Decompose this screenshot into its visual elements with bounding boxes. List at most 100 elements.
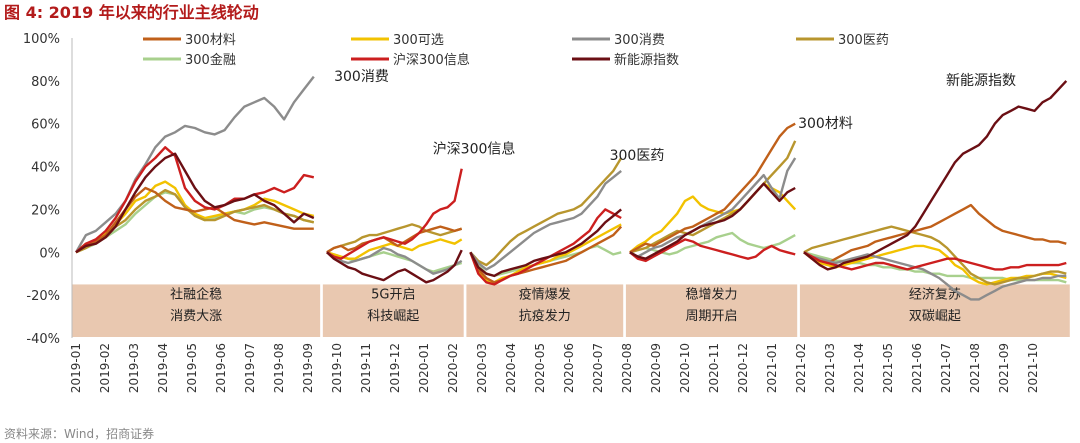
annotation-label-0: 300消费 [334,69,389,85]
y-tick-label: 60% [31,118,60,133]
x-tick-label: 2021-08 [968,343,982,393]
series-line-新能源指数-seg4 [803,80,1068,271]
x-tick-label: 2019-05 [185,343,199,393]
x-tick-label: 2019-08 [272,343,286,393]
x-tick-label: 2019-04 [156,343,170,393]
series-line-300消费-seg0 [74,75,315,253]
series-line-300可选-seg3 [629,182,797,254]
series-line-300消费-seg2 [469,169,622,271]
series-line-沪深300信息-seg1 [326,168,463,260]
series-line-沪深300信息-seg3 [629,238,796,263]
x-tick-label: 2019-06 [214,343,228,393]
x-tick-label: 2019-10 [330,343,344,393]
x-tick-label: 2020-03 [475,343,489,393]
phase-label-bottom-2: 抗疫发力 [519,308,571,324]
series-line-300医药-seg4 [803,225,1067,286]
x-tick-label: 2021-01 [765,343,779,393]
legend-label-3: 300医药 [838,33,889,48]
phase-label-top-2: 疫情爆发 [519,286,571,302]
x-tick-label: 2019-02 [98,343,112,393]
series-lines [74,75,1068,301]
phase-band-3 [625,284,798,337]
y-tick-label: 0% [39,246,60,261]
x-tick-label: 2020-09 [649,343,663,393]
x-tick-label: 2021-09 [997,343,1011,393]
y-tick-label: 20% [31,203,60,218]
series-line-300医药-seg2 [469,157,623,267]
x-tick-label: 2021-10 [1026,343,1040,393]
x-tick-label: 2020-06 [562,343,576,393]
x-tick-label: 2021-04 [852,343,866,393]
phase-label-top-3: 稳增发力 [686,286,738,302]
series-line-300可选-seg2 [469,223,622,284]
x-tick-label: 2019-03 [127,343,141,393]
y-tick-label: 80% [31,75,60,90]
chart-title: 图 4: 2019 年以来的行业主线轮动 [4,3,259,22]
x-tick-label: 2020-04 [504,343,518,393]
x-tick-label: 2021-02 [794,343,808,393]
source-note: 资料来源：Wind，招商证券 [4,426,154,441]
y-tick-label: -20% [26,289,60,304]
x-tick-label: 2020-12 [736,343,750,393]
y-axis: 100% 80% 60% 40% 20% 0% -20% -40% [23,32,73,347]
x-axis: 2019-01 2019-02 2019-03 2019-04 2019-05 2019-… [69,343,1040,393]
series-line-300材料-seg3 [629,122,796,254]
phase-band-4 [799,284,1070,337]
series-line-300材料-seg2 [469,225,623,284]
series-line-300医药-seg1 [326,223,463,254]
x-tick-label: 2020-05 [533,343,547,393]
series-line-新能源指数-seg1 [326,249,463,284]
series-line-300材料-seg0 [75,186,314,254]
series-line-沪深300信息-seg4 [803,251,1067,271]
x-tick-label: 2020-08 [620,343,634,393]
phase-band-0 [72,284,321,337]
y-tick-label: 40% [31,161,60,176]
legend-label-4: 300金融 [185,52,236,68]
x-tick-label: 2019-09 [301,343,315,393]
phase-label-bottom-1: 科技崛起 [367,309,419,324]
y-tick-label: 100% [23,32,60,47]
phase-label-top-4: 经济复苏 [909,286,961,302]
legend-label-5: 沪深300信息 [393,52,470,68]
series-line-300消费-seg3 [629,157,797,258]
phase-band-1 [322,284,464,337]
series-line-300消费-seg1 [326,246,463,275]
phase-label-top-1: 5G开启 [371,287,415,302]
x-tick-label: 2021-07 [939,343,953,393]
legend-label-6: 新能源指数 [614,52,679,68]
x-tick-label: 2019-12 [388,343,402,393]
x-tick-label: 2021-03 [823,343,837,393]
x-tick-label: 2020-01 [417,343,431,393]
y-tick-label: -40% [26,332,60,347]
x-tick-label: 2020-10 [678,343,692,393]
x-tick-label: 2020-11 [707,343,721,393]
series-line-300材料-seg4 [803,203,1067,265]
annotation-label-2: 300医药 [610,148,665,164]
annotation-label-4: 新能源指数 [946,73,1016,89]
phase-label-bottom-0: 消费大涨 [170,309,222,324]
phase-label-top-0: 社融企稳 [170,286,222,302]
legend-label-0: 300材料 [185,33,236,48]
annotation-label-3: 300材料 [798,116,853,132]
x-tick-label: 2019-11 [359,343,373,393]
series-line-新能源指数-seg3 [629,182,796,260]
series-line-沪深300信息-seg0 [75,146,315,254]
x-tick-label: 2019-07 [243,343,257,393]
legend-label-2: 300消费 [614,33,665,48]
phase-band-2 [466,284,624,337]
x-tick-label: 2021-05 [881,343,895,393]
phase-label-bottom-4: 双碳崛起 [909,309,961,324]
x-tick-label: 2020-07 [591,343,605,393]
series-line-新能源指数-seg0 [75,152,315,254]
legend: 300材料 300可选 300消费 300医药 300金融 沪深300信息 新能源指数 [143,33,889,68]
series-line-300材料-seg1 [326,225,463,254]
phase-label-bottom-3: 周期开启 [686,309,738,324]
annotation-label-1: 沪深300信息 [433,141,516,158]
legend-label-1: 300可选 [393,33,444,48]
x-tick-label: 2019-01 [69,343,83,393]
series-line-300消费-seg4 [803,251,1067,301]
x-tick-label: 2020-02 [446,343,460,393]
